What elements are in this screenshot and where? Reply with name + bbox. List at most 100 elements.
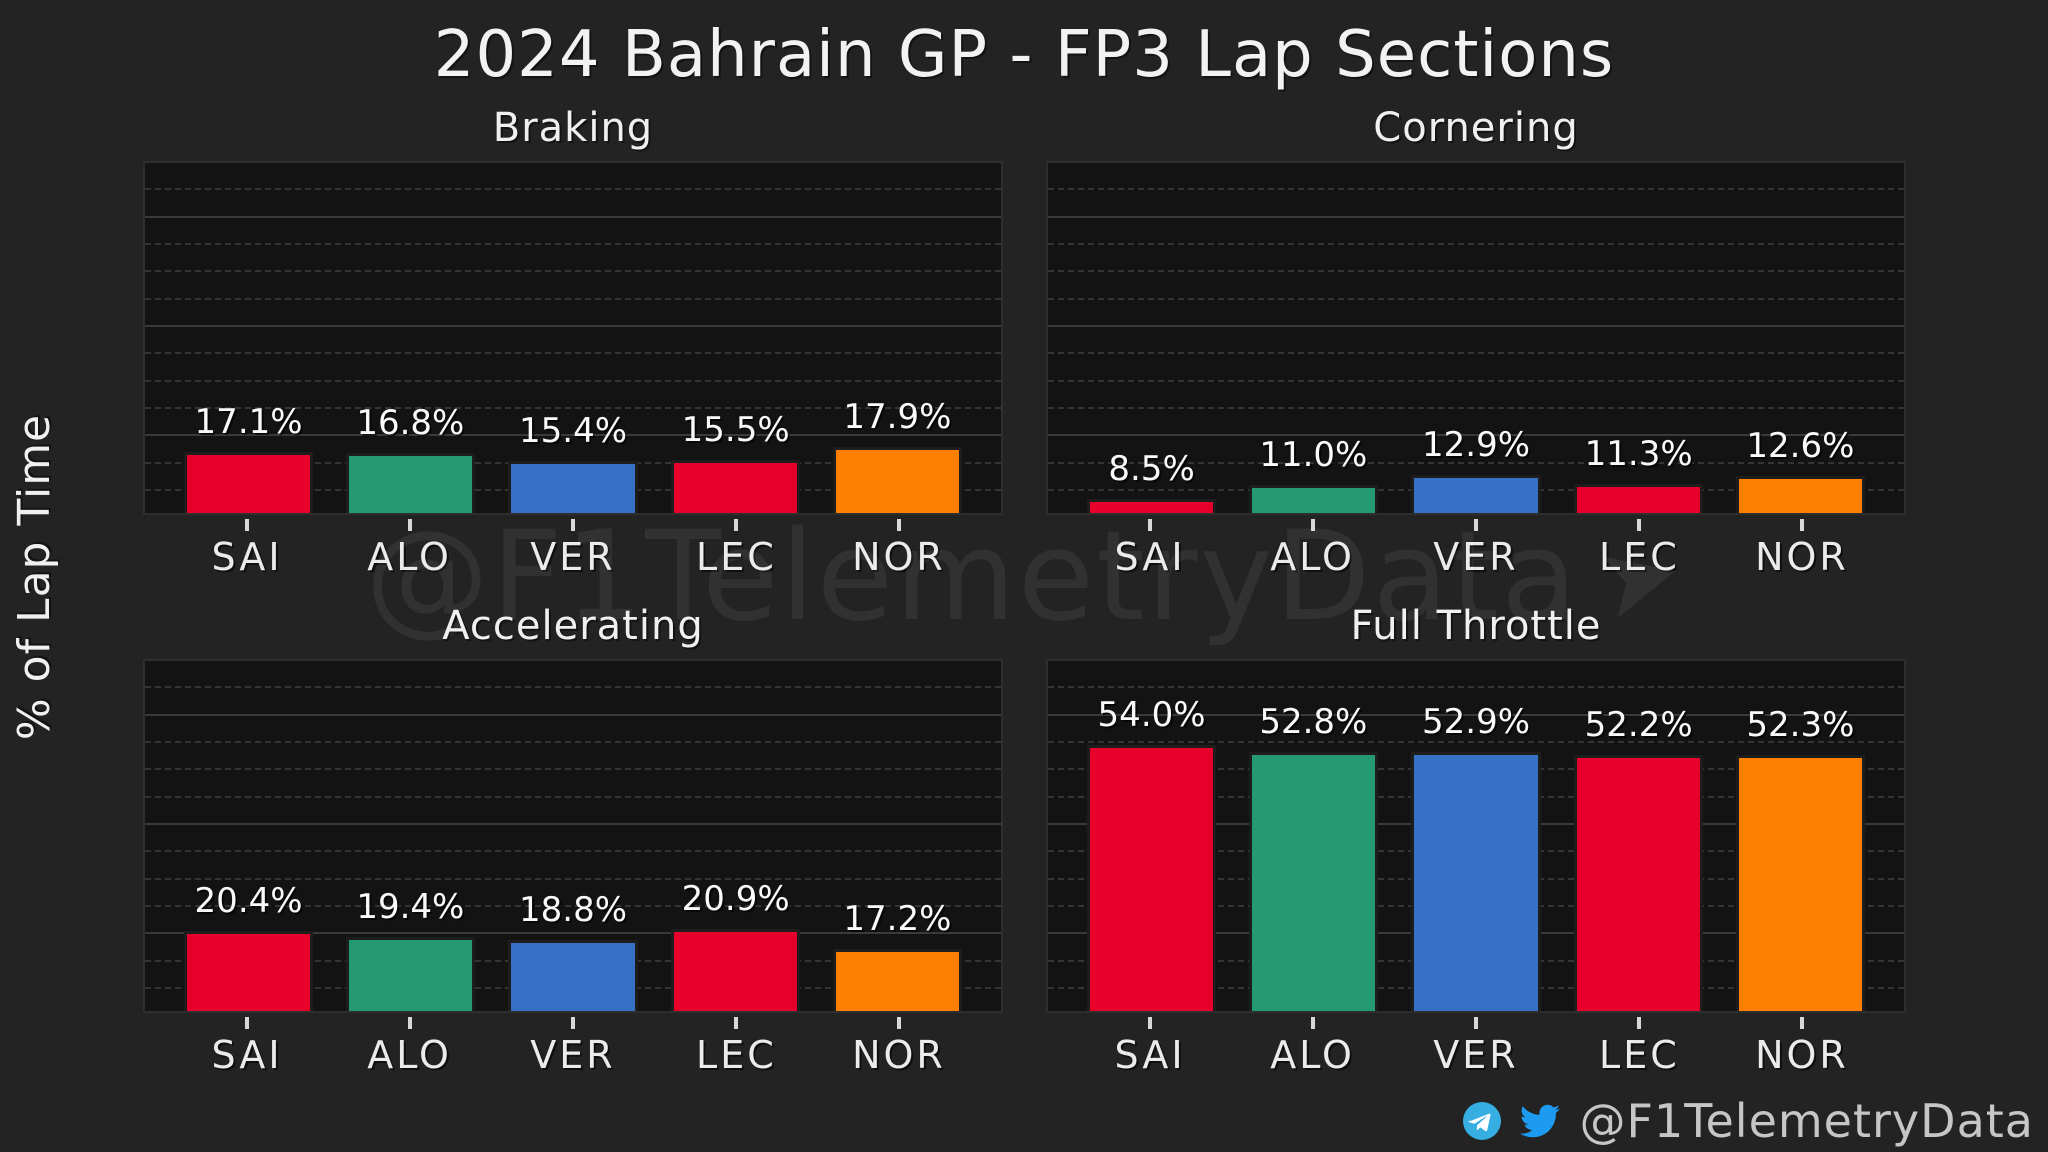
x-tick-accelerating-sai [245,1017,250,1029]
x-label-braking-lec: LEC [696,535,777,579]
gridline-minor-30 [145,379,1001,382]
gridline-minor-55 [1048,243,1904,246]
gridline-minor-25 [1048,407,1904,410]
x-tick-full-throttle-alo [1310,1017,1315,1029]
gridline-minor-35 [1048,352,1904,355]
footer-handle: @F1TelemetryData [1579,1094,2034,1148]
twitter-icon [1520,1104,1561,1138]
bar-value-cornering-nor: 12.6% [1746,426,1855,466]
bar-cornering-sai [1086,499,1217,513]
bar-value-braking-lec: 15.5% [681,410,790,450]
telegram-icon [1463,1102,1502,1140]
x-tick-braking-nor [896,519,901,531]
gridline-major-60 [145,215,1001,218]
plot-area-full-throttle: 54.0% 52.8% 52.9% 52.2% 52.3% [1046,659,1906,1013]
bar-full-throttle-sai [1086,745,1217,1011]
bar-braking-alo [345,453,475,513]
bar-cornering-alo [1248,485,1378,513]
x-label-cornering-lec: LEC [1599,535,1680,579]
x-tick-braking-alo [407,519,412,531]
gridline-minor-30 [145,877,1001,880]
bar-value-full-throttle-ver: 52.9% [1421,702,1531,742]
bar-value-braking-alo: 16.8% [356,403,465,443]
x-label-cornering-ver: VER [1433,535,1519,579]
x-label-full-throttle-lec: LEC [1599,1033,1680,1077]
gridline-major-20 [145,434,1001,437]
x-tick-braking-sai [245,519,250,531]
x-label-braking-alo: ALO [367,535,452,579]
gridline-minor-15 [1048,461,1904,464]
page-title: 2024 Bahrain GP - FP3 Lap Sections [433,18,1615,92]
subplot-title-accelerating: Accelerating [442,603,704,649]
subplot-title-braking: Braking [492,105,654,151]
x-tick-cornering-nor [1799,519,1804,531]
bar-value-full-throttle-sai: 54.0% [1097,695,1206,735]
bar-cornering-ver [1411,475,1541,513]
bar-full-throttle-nor [1735,755,1866,1011]
gridline-minor-45 [145,297,1001,300]
x-tick-cornering-alo [1310,519,1315,531]
x-tick-braking-ver [571,519,575,531]
bar-accelerating-lec [671,929,801,1011]
bar-value-full-throttle-alo: 52.8% [1259,702,1368,742]
bar-braking-ver [508,461,638,513]
gridline-major-60 [1048,215,1904,218]
x-label-full-throttle-ver: VER [1433,1033,1519,1077]
gridline-minor-50 [145,270,1001,273]
footer-branding: @F1TelemetryData [1463,1094,2034,1148]
bar-accelerating-sai [183,931,314,1011]
bar-value-cornering-lec: 11.3% [1584,434,1693,474]
plot-area-accelerating: 20.4% 19.4% 18.8% 20.9% 17.2% [143,659,1003,1013]
x-label-cornering-sai: SAI [1114,535,1186,579]
gridline-minor-50 [1048,270,1904,273]
bar-cornering-nor [1735,476,1866,513]
gridline-minor-65 [1048,188,1904,191]
bar-value-braking-nor: 17.9% [843,397,952,437]
gridline-minor-35 [145,352,1001,355]
bar-braking-nor [832,447,963,513]
x-label-cornering-alo: ALO [1270,535,1355,579]
gridline-minor-65 [145,686,1001,689]
bar-accelerating-alo [345,937,475,1011]
bar-full-throttle-alo [1248,752,1378,1011]
x-label-accelerating-nor: NOR [852,1033,946,1077]
x-tick-cornering-ver [1474,519,1478,531]
gridline-minor-55 [145,243,1001,246]
x-tick-full-throttle-ver [1474,1017,1478,1029]
bar-value-braking-sai: 17.1% [194,402,303,442]
x-tick-cornering-sai [1148,519,1153,531]
x-tick-accelerating-nor [896,1017,901,1029]
x-label-braking-sai: SAI [211,535,283,579]
gridline-minor-45 [145,795,1001,798]
x-label-cornering-nor: NOR [1755,535,1849,579]
bar-braking-lec [671,460,801,513]
subplot-title-full-throttle: Full Throttle [1350,603,1602,649]
x-tick-accelerating-alo [407,1017,412,1029]
gridline-major-40 [1048,325,1904,328]
bar-value-accelerating-lec: 20.9% [681,879,790,919]
x-tick-full-throttle-lec [1637,1017,1642,1029]
bar-cornering-lec [1574,484,1704,513]
x-tick-cornering-lec [1637,519,1642,531]
bar-value-accelerating-nor: 17.2% [843,899,952,939]
bar-value-braking-ver: 15.4% [518,411,628,451]
x-label-accelerating-ver: VER [530,1033,616,1077]
bar-value-accelerating-sai: 20.4% [194,881,303,921]
gridline-major-20 [145,932,1001,935]
bar-value-cornering-ver: 12.9% [1421,425,1531,465]
x-tick-full-throttle-nor [1799,1017,1804,1029]
x-tick-braking-lec [734,519,739,531]
x-label-accelerating-alo: ALO [367,1033,452,1077]
gridline-minor-65 [1048,686,1904,689]
bar-accelerating-ver [508,940,638,1011]
x-tick-accelerating-lec [734,1017,739,1029]
x-tick-accelerating-ver [571,1017,575,1029]
gridline-minor-45 [1048,297,1904,300]
gridline-minor-55 [145,741,1001,744]
bar-value-full-throttle-nor: 52.3% [1746,705,1855,745]
gridline-minor-30 [1048,379,1904,382]
x-label-accelerating-lec: LEC [696,1033,777,1077]
gridline-minor-35 [145,850,1001,853]
plot-area-braking: 17.1% 16.8% 15.4% 15.5% 17.9% [143,161,1003,515]
